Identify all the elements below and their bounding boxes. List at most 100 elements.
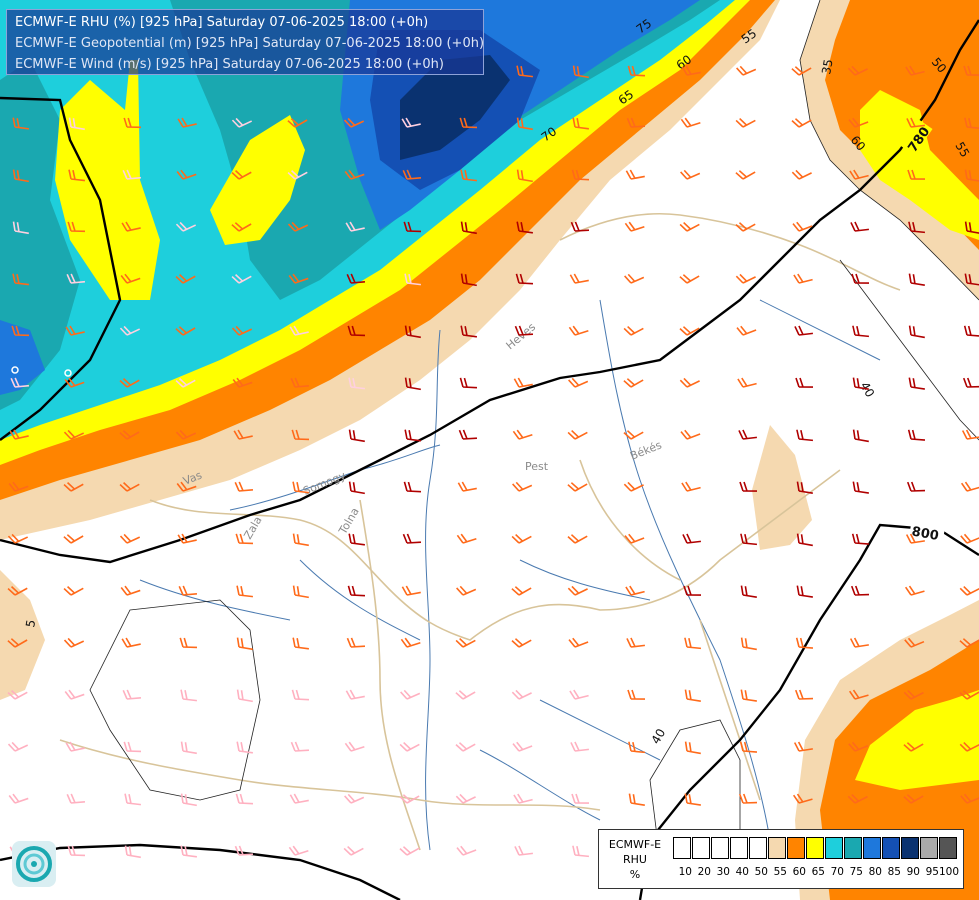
legend-swatch [920,837,938,859]
legend-swatch [806,837,824,859]
wind-barb [679,274,700,284]
wind-barb [908,221,926,234]
rhu-legend: ECMWF-E RHU % 10 20 30 40 50 55 60 65 70 75 80 85 90… [598,829,964,889]
wind-barb [737,377,757,388]
wind-barb [234,845,254,856]
wind-barb [348,377,365,390]
wind-barb [792,221,813,232]
wind-barb [232,377,253,388]
wind-barb [401,117,421,128]
wind-barb [736,325,757,336]
legend-tick: 95 [925,866,939,878]
wind-barb [794,325,813,336]
wind-barb [735,118,756,128]
wind-barb [348,481,365,495]
wind-barb [684,637,702,650]
wind-barb [959,690,979,700]
wind-barb [680,429,701,440]
wind-barb [739,741,758,753]
wind-barb [572,117,589,130]
wind-barb [235,533,254,545]
wind-barb [460,221,477,235]
wind-barb [628,741,646,754]
wind-barb [289,793,309,804]
wind-barb [908,377,925,390]
wind-barb [348,533,365,546]
wind-barb [292,533,309,547]
legend-tick: 85 [887,866,901,878]
wind-barb [292,637,309,650]
wind-barb [623,326,644,336]
wind-barb [904,585,925,596]
rhu-ne-65 [860,90,979,240]
legend-swatch [844,837,862,859]
wind-barb [291,689,310,701]
wind-barb [511,689,532,700]
wind-barb [288,273,309,284]
wind-barb [10,377,30,388]
wind-barb [906,117,925,128]
wind-barb [512,741,533,752]
legend-swatch [939,837,957,859]
wind-barb [626,117,646,128]
wind-barb [456,585,477,596]
wind-barb [68,169,86,182]
wind-barb [119,482,140,492]
legend-tick: 55 [773,866,787,878]
wind-barb [8,481,29,492]
wind-barb [121,221,141,232]
wind-barb [960,533,979,544]
wind-barb [119,533,141,544]
wind-barb [178,585,198,596]
wind-barb [516,65,533,78]
wind-barb [123,117,142,129]
wind-barb [404,325,421,339]
wind-barb [567,585,588,596]
wind-barb [681,65,701,76]
wind-barb [177,117,197,128]
wind-barb [850,221,869,232]
place-label-bekes: Békés [628,438,664,462]
wind-barb [679,377,700,388]
wind-barb [848,689,869,700]
legend-tick: 70 [830,866,844,878]
wind-barb [516,117,533,131]
wind-barb [400,637,421,648]
legend-tick: 75 [849,866,863,878]
wind-barb [292,481,309,494]
legend-variable: RHU [623,853,647,866]
wind-barb [512,429,533,440]
wind-barb [345,689,365,700]
wind-barb [63,429,85,440]
wind-barb [457,481,477,492]
wind-barb [514,845,533,856]
wind-barb [959,638,979,648]
wind-barb [399,846,420,856]
wind-barb [343,846,364,856]
wind-barb [121,637,141,648]
wind-barb [345,221,365,232]
wind-barb [231,170,252,180]
wind-barb [236,585,253,598]
wind-barb [289,325,309,336]
wind-barb [572,65,589,79]
wind-barb [64,689,85,700]
wind-barb [796,429,814,442]
rivers [139,299,881,851]
legend-tick: 80 [868,866,882,878]
wind-barb [959,741,979,752]
wind-barb [176,481,197,492]
wind-barb [570,741,589,752]
wind-barb [67,221,86,233]
wind-barb [903,794,924,804]
wind-barb [175,378,196,388]
place-label-pest: Pest [525,460,549,473]
wind-barb [455,793,476,804]
wind-barb [511,638,532,648]
contour-800 [638,523,979,900]
wind-barb [63,637,85,648]
wind-barb [234,481,254,492]
wind-barb [572,845,590,858]
wind-barb [908,325,925,339]
